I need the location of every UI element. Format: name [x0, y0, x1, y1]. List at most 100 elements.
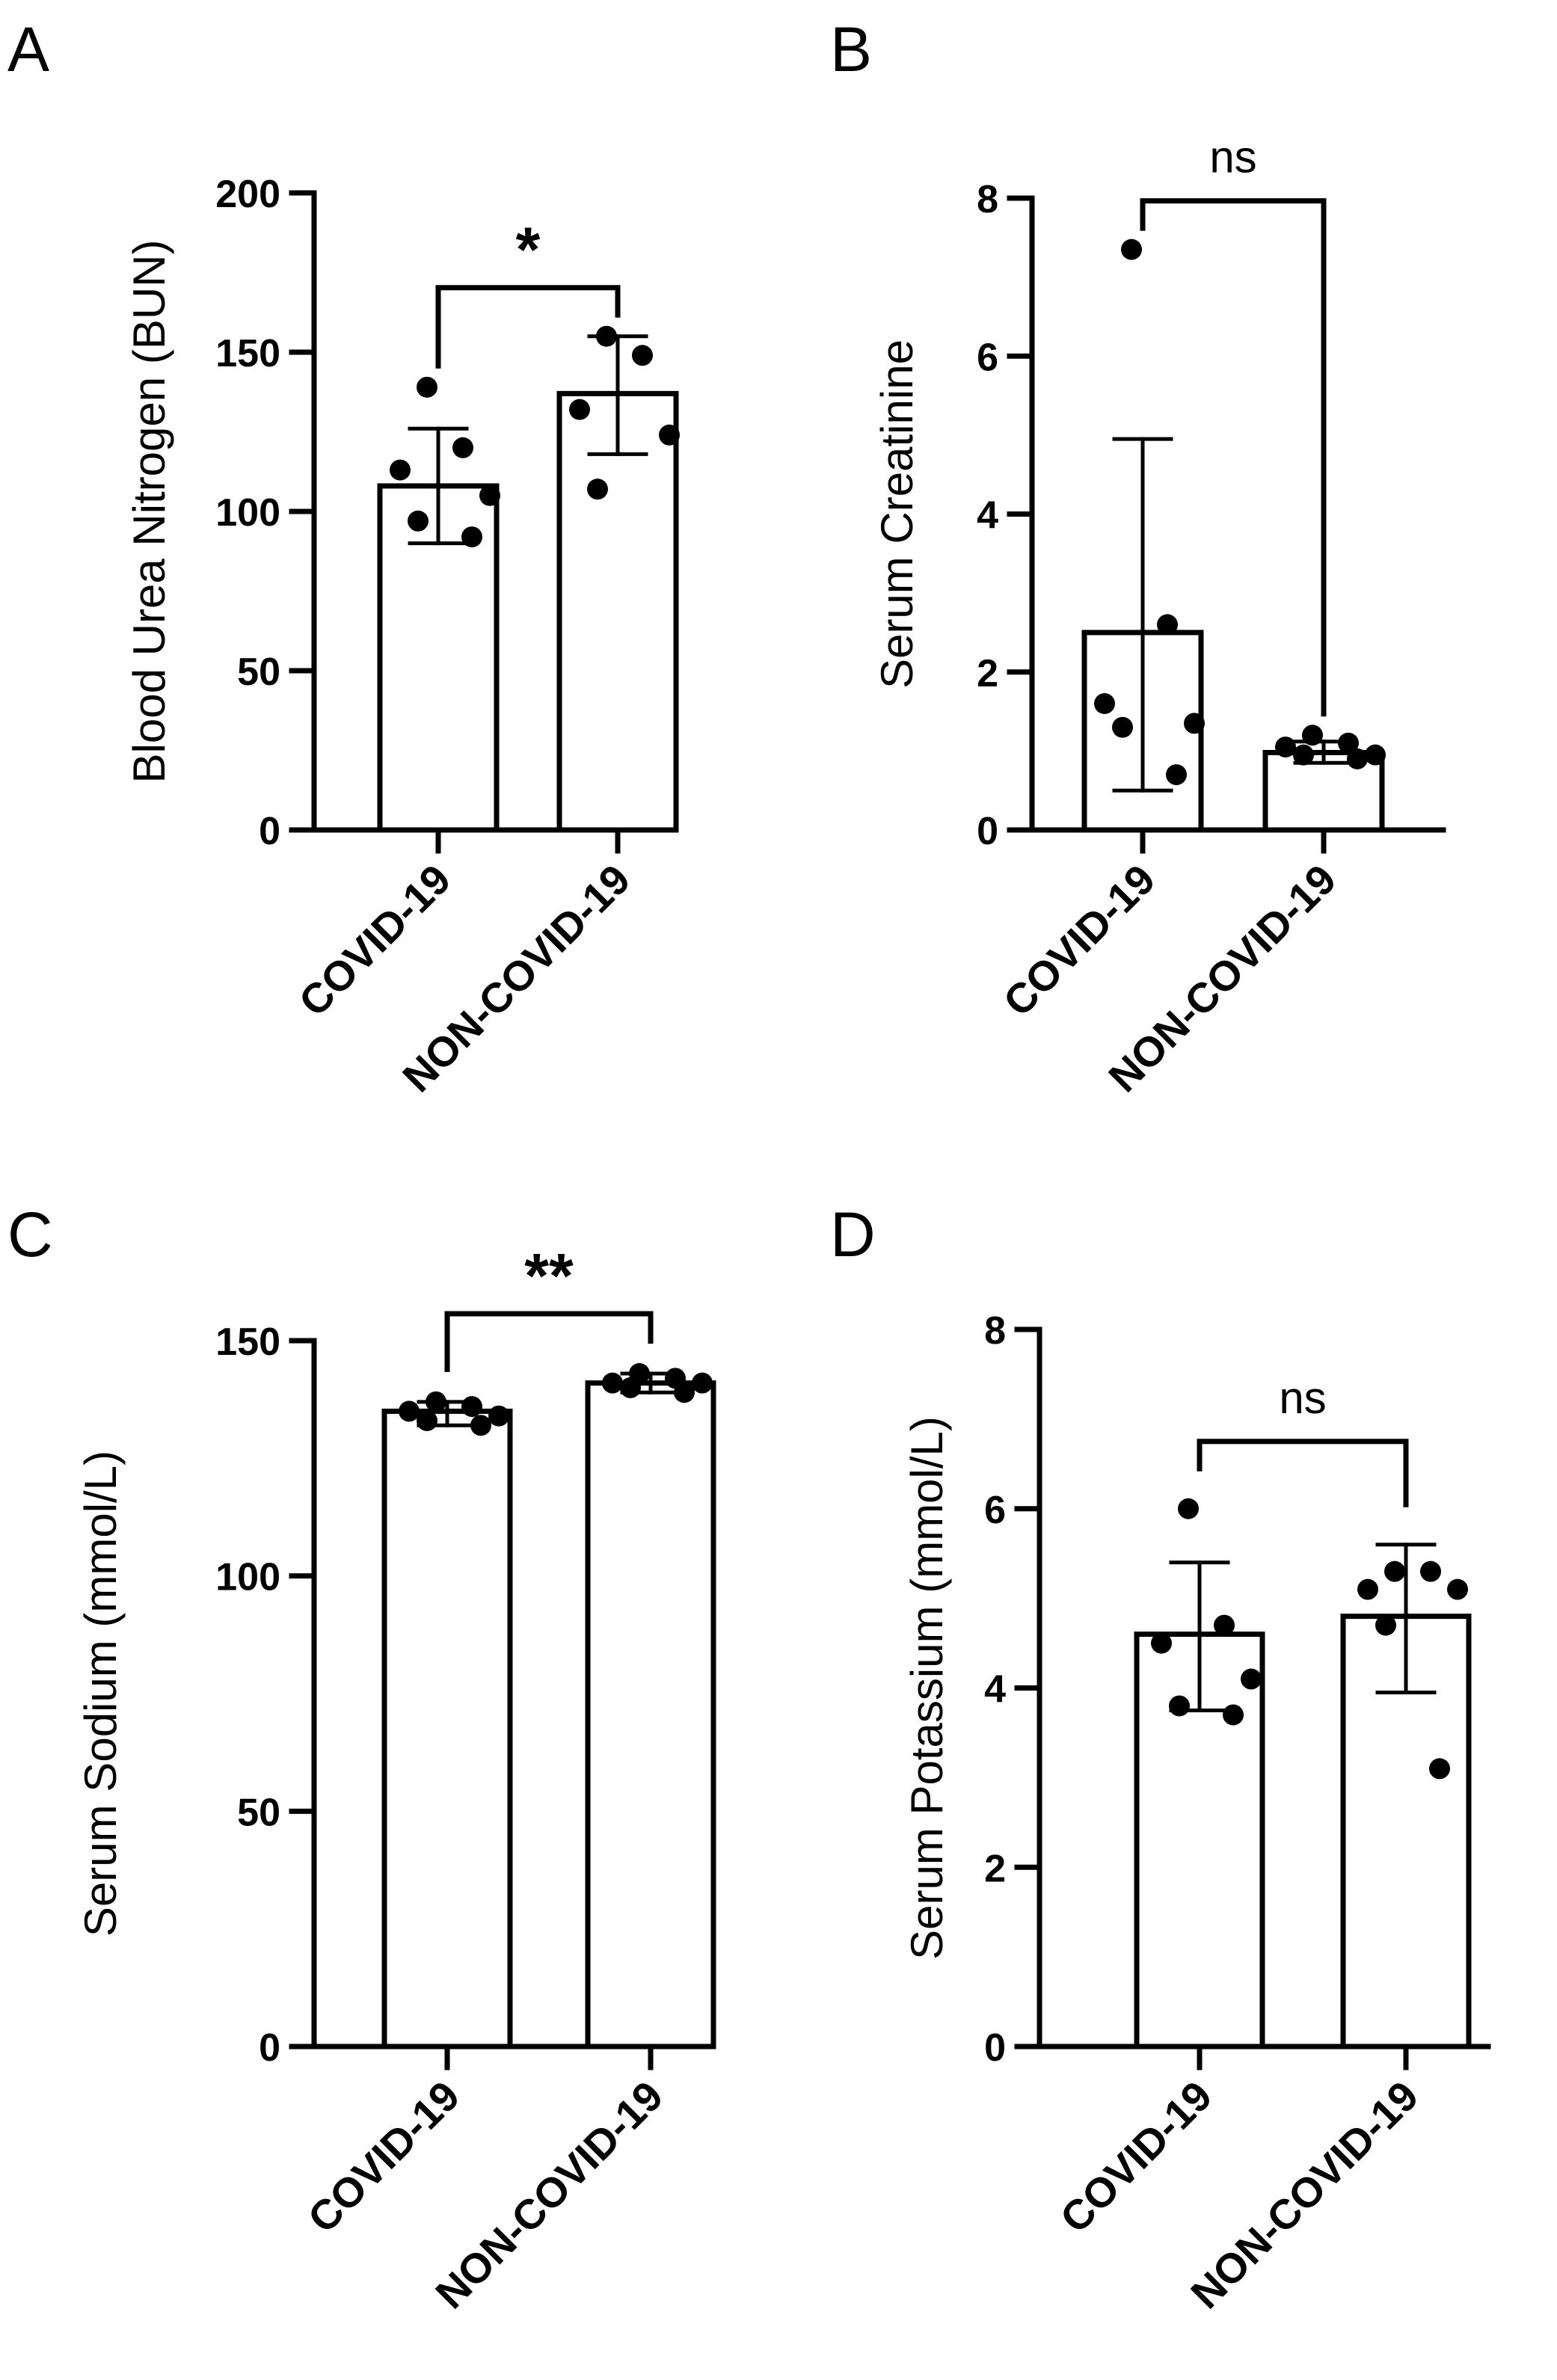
panel-letter: C — [7, 1199, 53, 1270]
data-point — [488, 1405, 509, 1427]
data-point — [1157, 614, 1178, 636]
y-tick-label: 8 — [984, 1309, 1006, 1353]
panel-letter: B — [830, 14, 872, 84]
y-tick-label: 4 — [984, 1668, 1006, 1712]
category-label: NON-COVID-19 — [1182, 2072, 1427, 2317]
data-point — [1094, 693, 1115, 714]
category-label: COVID-19 — [994, 855, 1164, 1025]
y-tick-label: 4 — [977, 494, 998, 538]
data-point — [1302, 725, 1323, 746]
y-tick-label: 2 — [977, 652, 998, 695]
y-tick-label: 0 — [259, 810, 280, 853]
panel-letter: A — [7, 14, 49, 84]
data-point — [1166, 764, 1187, 786]
data-point — [1112, 716, 1133, 738]
significance-label: * — [516, 215, 541, 285]
data-point — [1338, 732, 1359, 754]
bar-non-covid-19 — [556, 390, 679, 833]
data-point — [1241, 1668, 1262, 1690]
data-point — [408, 510, 429, 532]
significance-bracket: ns — [1140, 132, 1327, 717]
significance-bracket-line — [435, 285, 621, 369]
data-point — [1384, 1560, 1405, 1582]
data-point — [1178, 1498, 1199, 1519]
y-tick-label: 0 — [977, 810, 998, 853]
data-point — [587, 479, 608, 500]
data-point — [569, 399, 590, 420]
significance-bracket: * — [435, 215, 621, 369]
significance-label: ** — [524, 1240, 574, 1311]
y-tick-label: 200 — [215, 173, 280, 216]
error-bar — [408, 426, 469, 546]
data-point — [479, 485, 500, 506]
data-point — [1375, 1614, 1396, 1636]
y-tick-label: 6 — [977, 336, 998, 379]
data-point — [674, 1382, 695, 1403]
data-point — [596, 325, 617, 347]
data-point — [461, 526, 482, 548]
error-bar — [1375, 1543, 1437, 1694]
data-point — [417, 376, 437, 398]
significance-bracket-line — [1197, 1439, 1409, 1507]
y-tick-label: 50 — [237, 651, 280, 694]
bar-covid-19 — [381, 1408, 513, 2050]
data-point — [659, 424, 680, 446]
significance-label: ns — [1209, 132, 1256, 182]
data-point — [1429, 1758, 1450, 1780]
data-point — [1365, 744, 1386, 766]
panel-letter: D — [830, 1199, 876, 1270]
data-point — [1420, 1560, 1441, 1582]
y-axis-label: Serum Creatinine — [872, 339, 922, 689]
data-point — [620, 1377, 641, 1398]
error-bar — [1112, 437, 1173, 793]
panel-d: D 0 2 4 6 8 Serum Potassium (mmol/L) COVID-19NO… — [830, 1199, 1491, 2317]
data-point — [1447, 1578, 1468, 1600]
panel-a: A 0 50 100 150 200 Blood Urea Nitrogen (BUN) CO… — [7, 14, 680, 1101]
data-point — [1293, 744, 1314, 766]
data-point — [692, 1372, 713, 1394]
y-tick-label: 150 — [215, 332, 280, 375]
y-axis-label: Serum Sodium (mmol/L) — [76, 1451, 126, 1937]
significance-bracket: ns — [1197, 1373, 1409, 1507]
y-tick-label: 0 — [259, 2026, 280, 2070]
data-point — [1151, 1632, 1172, 1654]
y-axis-label: Serum Potassium (mmol/L) — [902, 1416, 952, 1960]
data-point — [632, 345, 653, 366]
significance-label: ns — [1279, 1373, 1326, 1423]
category-label: COVID-19 — [289, 855, 459, 1025]
category-label: COVID-19 — [1051, 2072, 1220, 2242]
y-tick-label: 50 — [237, 1791, 280, 1834]
significance-bracket-line — [444, 1311, 654, 1372]
data-point — [1214, 1614, 1235, 1636]
y-tick-label: 100 — [215, 1556, 280, 1599]
y-tick-label: 0 — [984, 2026, 1006, 2070]
y-tick-label: 150 — [215, 1320, 280, 1364]
data-point — [1121, 239, 1142, 260]
y-tick-label: 6 — [984, 1489, 1006, 1532]
data-point — [1357, 1578, 1378, 1600]
data-point — [452, 437, 473, 458]
data-point — [470, 1415, 491, 1436]
data-point — [426, 1391, 446, 1412]
data-point — [1169, 1695, 1190, 1717]
y-tick-label: 8 — [977, 178, 998, 221]
data-point — [602, 1372, 623, 1394]
data-point — [1275, 737, 1296, 758]
significance-bracket: ** — [444, 1240, 654, 1372]
data-point — [399, 1400, 420, 1422]
y-tick-label: 2 — [984, 1847, 1006, 1890]
category-label: COVID-19 — [298, 2072, 468, 2242]
data-point — [417, 1409, 437, 1431]
data-point — [1347, 748, 1368, 769]
significance-bracket-line — [1140, 198, 1327, 717]
data-point — [390, 459, 411, 481]
bar-non-covid-19 — [585, 1380, 716, 2050]
data-point — [1223, 1704, 1244, 1726]
data-point — [1184, 713, 1205, 734]
data-point — [461, 1396, 482, 1418]
y-axis-label: Blood Urea Nitrogen (BUN) — [124, 240, 174, 784]
y-tick-label: 100 — [215, 491, 280, 535]
